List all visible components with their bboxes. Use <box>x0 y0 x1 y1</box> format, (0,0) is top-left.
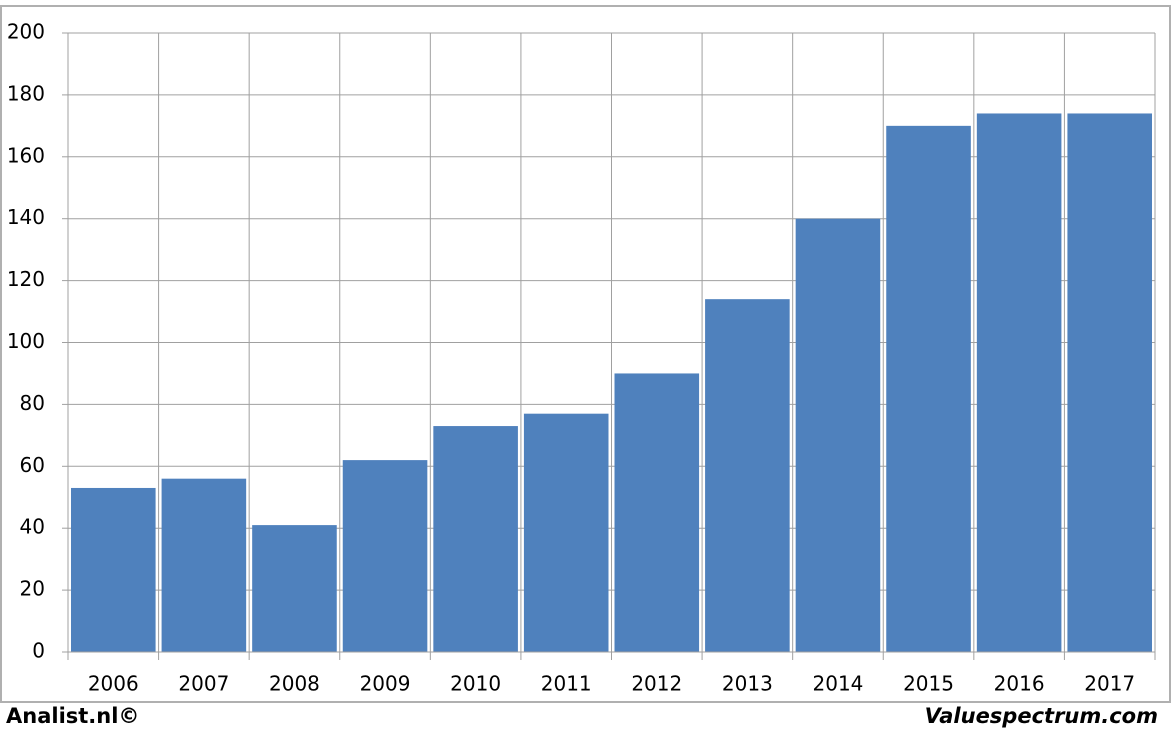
y-tick-label: 180 <box>7 81 45 105</box>
x-tick-label: 2015 <box>903 672 954 696</box>
x-tick-label: 2009 <box>360 672 411 696</box>
x-tick-label: 2010 <box>450 672 501 696</box>
x-tick-label: 2011 <box>541 672 592 696</box>
footer-right: Valuespectrum.com <box>925 704 1158 728</box>
x-tick-label: 2008 <box>269 672 320 696</box>
footer-left: Analist.nl© <box>6 704 139 728</box>
bar <box>71 487 156 652</box>
bar <box>433 426 518 652</box>
x-tick-label: 2012 <box>631 672 682 696</box>
y-tick-label: 100 <box>7 329 45 353</box>
bar <box>161 478 247 652</box>
y-tick-label: 60 <box>20 453 45 477</box>
x-tick-label: 2017 <box>1084 672 1135 696</box>
y-tick-label: 140 <box>7 205 45 229</box>
bar <box>976 113 1062 653</box>
x-tick-label: 2007 <box>178 672 229 696</box>
bar <box>705 299 790 652</box>
y-tick-label: 80 <box>20 391 45 415</box>
bar <box>252 525 337 652</box>
bar <box>1067 113 1152 653</box>
y-tick-label: 200 <box>7 20 45 44</box>
y-tick-label: 120 <box>7 267 45 291</box>
x-tick-label: 2016 <box>994 672 1045 696</box>
x-tick-label: 2013 <box>722 672 773 696</box>
y-tick-label: 0 <box>32 639 45 663</box>
y-tick-label: 20 <box>20 577 45 601</box>
bar <box>795 218 881 652</box>
bar <box>886 125 971 653</box>
y-tick-label: 160 <box>7 143 45 167</box>
bar <box>342 460 428 652</box>
bar <box>614 373 700 652</box>
x-tick-label: 2014 <box>813 672 864 696</box>
bar <box>523 413 609 652</box>
y-tick-label: 40 <box>20 515 45 539</box>
x-tick-label: 2006 <box>88 672 139 696</box>
